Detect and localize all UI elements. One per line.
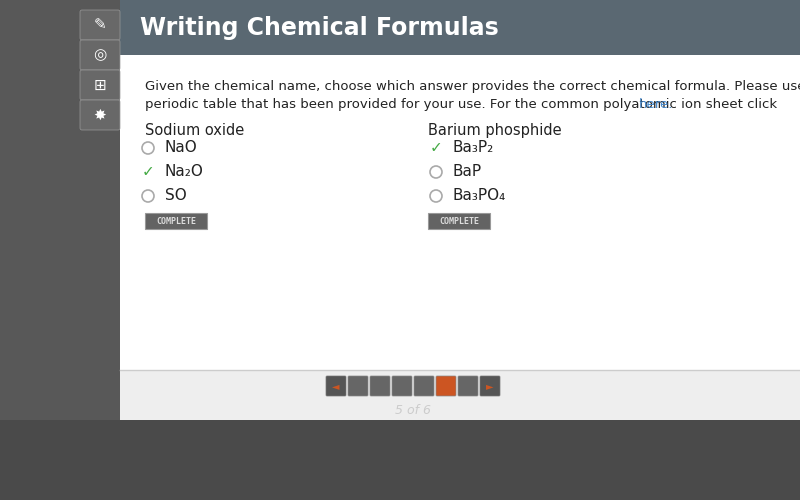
FancyBboxPatch shape: [414, 376, 434, 396]
Text: Na₂O: Na₂O: [165, 164, 204, 180]
Text: Writing Chemical Formulas: Writing Chemical Formulas: [140, 16, 498, 40]
FancyBboxPatch shape: [145, 213, 207, 229]
Bar: [120, 55, 800, 370]
Text: periodic table that has been provided for your use. For the common polyatomic io: periodic table that has been provided fo…: [145, 98, 782, 111]
FancyBboxPatch shape: [480, 376, 500, 396]
Bar: [120, 0, 800, 55]
Text: Ba₃PO₄: Ba₃PO₄: [453, 188, 506, 204]
Text: Given the chemical name, choose which answer provides the correct chemical formu: Given the chemical name, choose which an…: [145, 80, 800, 93]
FancyBboxPatch shape: [436, 376, 456, 396]
FancyBboxPatch shape: [80, 40, 120, 70]
FancyBboxPatch shape: [80, 100, 120, 130]
Text: ⊞: ⊞: [94, 78, 106, 92]
Text: NaO: NaO: [165, 140, 198, 156]
Text: SO: SO: [165, 188, 186, 204]
Text: ◄: ◄: [332, 381, 340, 391]
FancyBboxPatch shape: [370, 376, 390, 396]
FancyBboxPatch shape: [348, 376, 368, 396]
FancyBboxPatch shape: [80, 70, 120, 100]
FancyBboxPatch shape: [326, 376, 346, 396]
FancyBboxPatch shape: [392, 376, 412, 396]
Bar: [0, 420, 800, 500]
Text: here.: here.: [638, 98, 673, 111]
Text: BaP: BaP: [453, 164, 482, 180]
Text: ►: ►: [486, 381, 494, 391]
Text: ✸: ✸: [94, 108, 106, 122]
Text: Sodium oxide: Sodium oxide: [145, 123, 244, 138]
Text: Ba₃P₂: Ba₃P₂: [453, 140, 494, 156]
FancyBboxPatch shape: [458, 376, 478, 396]
Text: ◎: ◎: [94, 48, 106, 62]
Text: ✓: ✓: [142, 164, 154, 180]
Text: Barium phosphide: Barium phosphide: [428, 123, 562, 138]
Bar: [0, 0, 120, 500]
Text: ✓: ✓: [430, 140, 442, 156]
FancyBboxPatch shape: [428, 213, 490, 229]
Bar: [120, 370, 800, 420]
Text: ✎: ✎: [94, 18, 106, 32]
Text: COMPLETE: COMPLETE: [156, 216, 196, 226]
FancyBboxPatch shape: [80, 10, 120, 40]
Text: COMPLETE: COMPLETE: [439, 216, 479, 226]
Text: 5 of 6: 5 of 6: [395, 404, 431, 416]
